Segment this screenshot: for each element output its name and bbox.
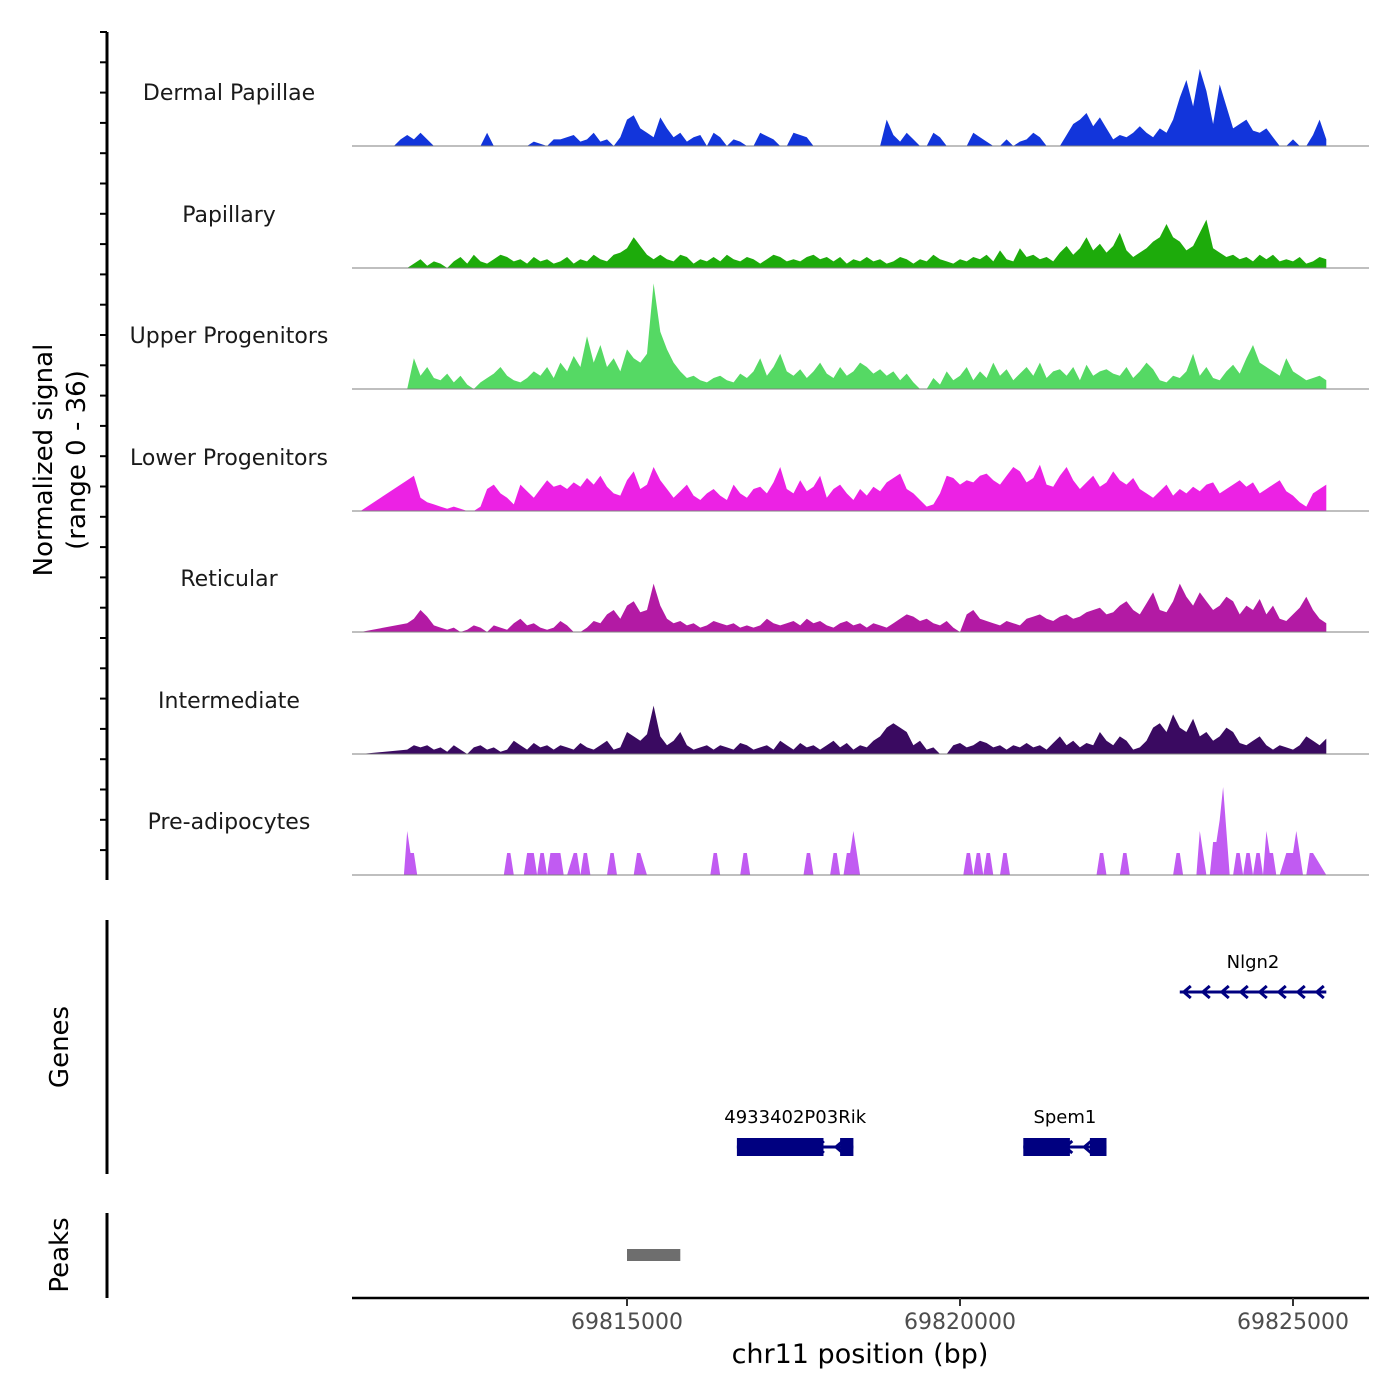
peak-track (627, 1249, 681, 1261)
track-4: Reticular (180, 567, 1369, 633)
peak-region (627, 1249, 681, 1261)
strand-arrow (1200, 984, 1211, 1000)
coverage-area (352, 583, 1327, 632)
strand-arrow (1081, 1139, 1093, 1155)
track-6: Pre-adipocytes (148, 787, 1369, 876)
track-label: Reticular (180, 567, 278, 592)
gene-2: Spem1 (1023, 1107, 1107, 1156)
track-1: Papillary (182, 203, 1369, 269)
strand-arrow (1257, 984, 1268, 1000)
coverage-area (352, 283, 1327, 389)
x-axis-title: chr11 position (bp) (732, 1339, 989, 1370)
coverage-area (352, 464, 1327, 511)
track-label: Papillary (182, 203, 276, 228)
track-0: Dermal Papillae (143, 69, 1369, 147)
genes-panel-label: Genes (45, 1006, 75, 1088)
x-tick-label: 69820000 (904, 1310, 1016, 1335)
track-label: Upper Progenitors (130, 324, 329, 349)
peaks-panel-label: Peaks (45, 1217, 75, 1292)
coverage-area (352, 69, 1327, 146)
exon (1023, 1138, 1070, 1156)
track-5: Intermediate (158, 689, 1369, 755)
gene-1: 4933402P03Rik (724, 1107, 867, 1156)
coverage-area (352, 705, 1327, 754)
gene-label: Nlgn2 (1227, 952, 1280, 973)
coverage-tracks: Dermal Papillae Papillary Upper Progenitor… (130, 69, 1369, 876)
strand-arrow (1276, 984, 1287, 1000)
coverage-area (352, 787, 1327, 875)
y-axis-title: Normalized signal (29, 344, 59, 577)
track-3: Lower Progenitors (130, 446, 1369, 512)
gene-0: Nlgn2 (1179, 952, 1327, 1000)
x-axis-ticks: 69815000 69820000 69825000 (571, 1298, 1349, 1335)
x-tick-label: 69815000 (571, 1310, 683, 1335)
strand-arrow (1181, 984, 1192, 1000)
strand-arrow (1238, 984, 1249, 1000)
exon (736, 1138, 824, 1156)
coverage-y-ticks (100, 31, 107, 852)
strand-arrow (1314, 984, 1325, 1000)
x-tick-label: 69825000 (1237, 1310, 1349, 1335)
track-label: Lower Progenitors (130, 446, 328, 471)
coverage-area (352, 219, 1327, 268)
gene-label: Spem1 (1033, 1107, 1096, 1128)
strand-arrow (1295, 984, 1306, 1000)
track-label: Dermal Papillae (143, 81, 315, 106)
track-label: Pre-adipocytes (148, 810, 311, 835)
strand-arrow (1219, 984, 1230, 1000)
gene-track: Nlgn2 4933402P03Rik Spem1 (724, 952, 1327, 1156)
track-label: Intermediate (158, 689, 300, 714)
track-2: Upper Progenitors (130, 283, 1369, 390)
gene-label: 4933402P03Rik (724, 1107, 866, 1128)
y-axis-range: (range 0 - 36) (62, 370, 92, 550)
exon (840, 1138, 854, 1156)
exon (1089, 1138, 1107, 1156)
